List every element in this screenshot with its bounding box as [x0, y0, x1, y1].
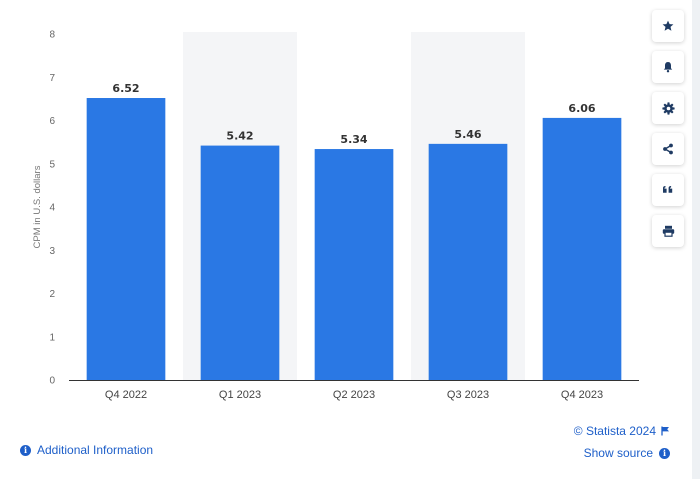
- bar: [542, 117, 622, 380]
- chart-toolbar: [652, 10, 688, 256]
- y-tick-label: 2: [49, 289, 55, 300]
- y-tick-label: 6: [49, 116, 55, 127]
- copyright-label: © Statista 2024: [573, 424, 656, 438]
- x-tick-label: Q3 2023: [447, 389, 489, 401]
- x-tick-label: Q1 2023: [219, 389, 261, 401]
- bar: [86, 98, 166, 380]
- additional-information-link[interactable]: i Additional Information: [20, 443, 153, 457]
- bar-chart: 0 1 2 3 4 5 6 7 8 6.52 5.42 5.34 5.46 6.06 Q4 2022 Q1…: [32, 30, 639, 401]
- settings-button[interactable]: [652, 92, 684, 124]
- show-source-link[interactable]: Show source i: [584, 446, 670, 460]
- y-tick-label: 5: [49, 159, 55, 170]
- cite-button[interactable]: [652, 174, 684, 206]
- y-tick-label: 7: [49, 73, 55, 84]
- favorite-button[interactable]: [652, 10, 684, 42]
- y-tick-label: 4: [49, 203, 55, 214]
- share-button[interactable]: [652, 133, 684, 165]
- data-label: 6.06: [568, 102, 595, 115]
- data-label: 5.34: [340, 133, 367, 146]
- flag-icon: [661, 426, 669, 436]
- bell-icon: [663, 62, 673, 73]
- print-icon: [662, 225, 674, 237]
- x-tick-label: Q2 2023: [333, 389, 375, 401]
- statista-copyright-link[interactable]: © Statista 2024: [574, 424, 670, 438]
- data-label: 5.42: [226, 130, 253, 143]
- info-icon: i: [20, 444, 31, 456]
- y-axis-title: CPM in U.S. dollars: [32, 165, 43, 248]
- bar: [200, 145, 280, 380]
- notification-button[interactable]: [652, 51, 684, 83]
- y-tick-label: 8: [49, 30, 55, 41]
- favorite-icon: [662, 20, 674, 31]
- info-icon: i: [659, 447, 670, 459]
- gear-icon: [661, 101, 675, 115]
- bar: [314, 149, 394, 380]
- y-tick-label: 3: [49, 246, 55, 257]
- additional-information-label: Additional Information: [37, 443, 154, 457]
- x-tick-label: Q4 2022: [105, 389, 147, 401]
- show-source-label: Show source: [583, 446, 653, 460]
- x-tick-label: Q4 2023: [561, 389, 603, 401]
- share-icon: [663, 143, 673, 155]
- print-button[interactable]: [652, 215, 684, 247]
- y-tick-label: 0: [49, 376, 55, 387]
- quote-icon: [663, 186, 673, 193]
- data-label: 6.52: [112, 82, 139, 95]
- bar: [428, 143, 508, 380]
- y-tick-label: 1: [49, 332, 55, 343]
- data-label: 5.46: [454, 128, 481, 141]
